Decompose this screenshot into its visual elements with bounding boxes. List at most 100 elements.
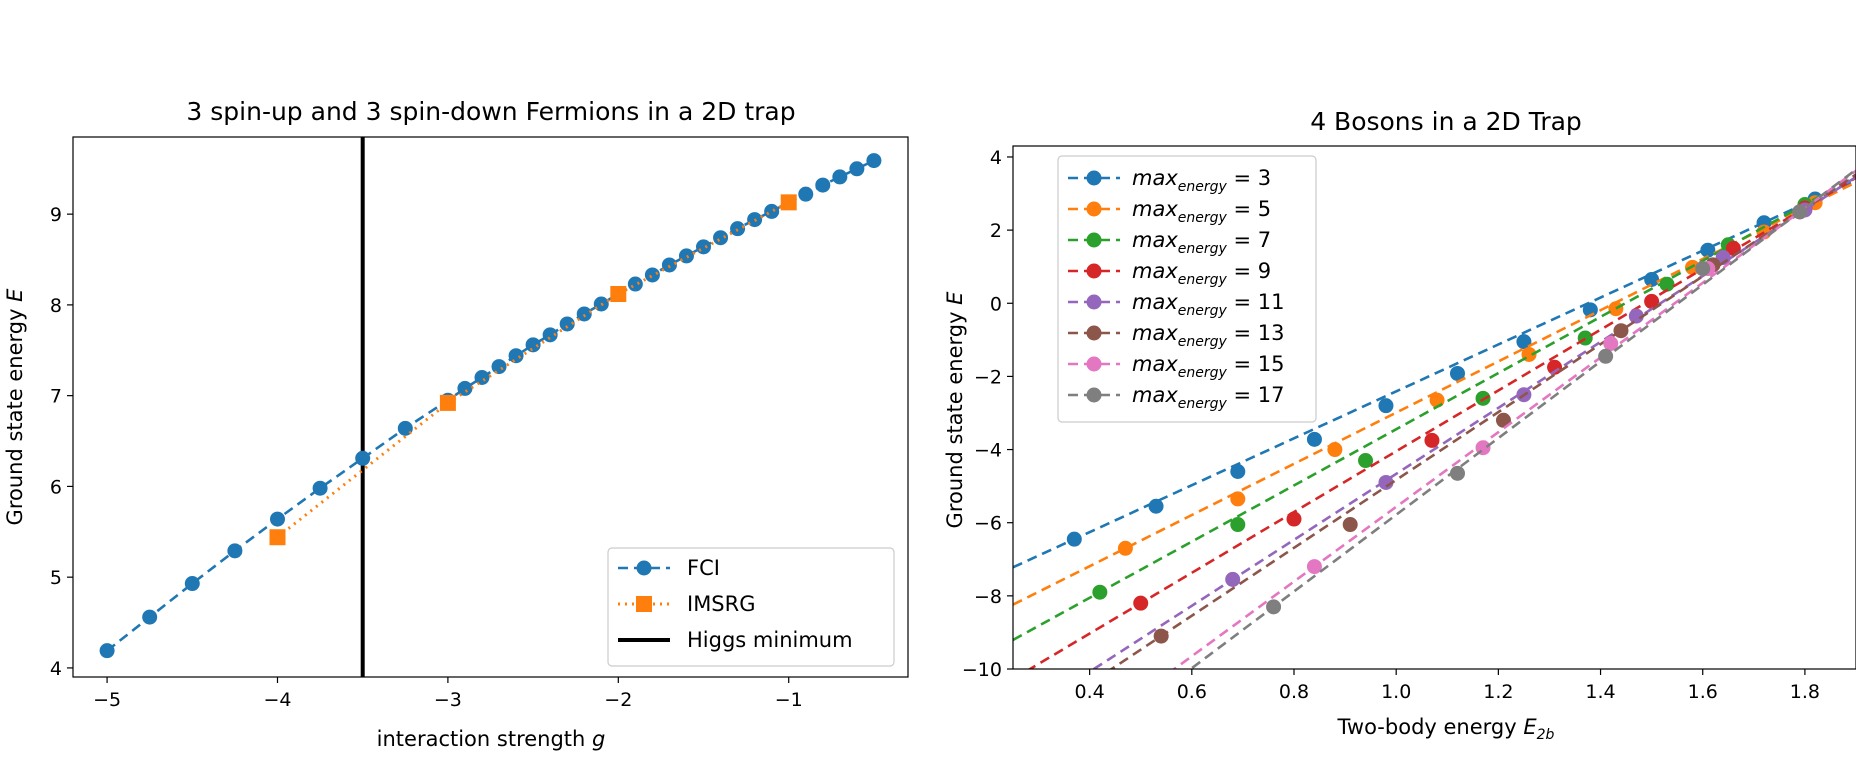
left-legend-label: IMSRG: [687, 592, 756, 616]
left-chart-title: 3 spin-up and 3 spin-down Fermions in a …: [186, 97, 795, 126]
right-x-tick-label: 1.6: [1688, 681, 1718, 703]
right-y-tick-label: −6: [974, 513, 1002, 535]
right-legend-marker: [1086, 325, 1102, 341]
series-point-max-energy-17: [1449, 465, 1465, 481]
series-point-max-energy-13: [1153, 628, 1169, 644]
left-x-tick-label: −2: [604, 689, 632, 711]
left-legend-frame: [607, 547, 895, 667]
right-y-tick-label: 0: [990, 293, 1002, 315]
fci-point: [355, 450, 371, 466]
right-legend-label: maxenergy = 9: [1132, 259, 1271, 288]
right-y-tick-label: −10: [962, 659, 1002, 681]
series-point-max-energy-3: [1449, 365, 1465, 381]
right-x-tick-label: 0.6: [1177, 681, 1207, 703]
right-y-axis-label: Ground state energy E: [943, 291, 967, 529]
imsrg-point: [269, 529, 286, 546]
right-y-tick-label: 2: [990, 220, 1002, 242]
right-legend-label: maxenergy = 13: [1132, 321, 1284, 350]
right-legend-frame: [1057, 155, 1317, 423]
left-x-tick-label: −4: [263, 689, 291, 711]
left-y-tick-label: 7: [50, 386, 62, 408]
series-point-max-energy-3: [1378, 398, 1394, 414]
imsrg-point: [780, 194, 797, 211]
series-line-max-energy-3: [1013, 179, 1856, 569]
series-point-max-energy-3: [1230, 464, 1246, 480]
series-line-max-energy-7: [1013, 175, 1856, 642]
fci-point: [559, 316, 575, 332]
right-x-tick-label: 1.8: [1790, 681, 1820, 703]
right-legend-marker: [1086, 232, 1102, 248]
fci-point: [764, 203, 780, 219]
left-legend-label: Higgs minimum: [687, 628, 853, 652]
right-legend-label: maxenergy = 15: [1132, 352, 1284, 381]
left-y-tick-label: 9: [50, 204, 62, 226]
series-point-max-energy-3: [1700, 242, 1716, 258]
series-point-max-energy-3: [1644, 271, 1660, 287]
series-point-max-energy-13: [1495, 412, 1511, 428]
right-y-tick-label: −4: [974, 440, 1002, 462]
series-line-max-energy-13: [1109, 173, 1856, 669]
series-point-max-energy-15: [1603, 335, 1619, 351]
fci-point: [644, 267, 660, 283]
fci-point: [627, 276, 643, 292]
right-legend-marker: [1086, 356, 1102, 372]
series-point-max-energy-9: [1133, 595, 1149, 611]
series-point-max-energy-13: [1342, 517, 1358, 533]
fci-point: [227, 543, 243, 559]
fci-point: [269, 511, 285, 527]
fci-point: [457, 380, 473, 396]
fci-point: [474, 370, 490, 386]
fci-point: [576, 306, 592, 322]
fci-point: [849, 161, 865, 177]
series-point-max-energy-9: [1286, 511, 1302, 527]
fermion-chart: 3 spin-up and 3 spin-down Fermions in a …: [3, 97, 909, 751]
right-legend-label: maxenergy = 7: [1132, 228, 1271, 257]
right-legend-label: maxenergy = 17: [1132, 383, 1284, 412]
series-point-max-energy-3: [1306, 431, 1322, 447]
imsrg-point: [439, 394, 456, 411]
series-point-max-energy-7: [1659, 276, 1675, 292]
fci-point: [696, 239, 712, 255]
right-legend-marker: [1086, 263, 1102, 279]
fci-point: [730, 221, 746, 237]
right-legend-marker: [1086, 201, 1102, 217]
fci-point: [99, 643, 115, 659]
fci-point: [142, 609, 158, 625]
left-legend-marker: [636, 560, 652, 576]
right-legend-marker: [1086, 294, 1102, 310]
left-y-tick-label: 5: [50, 567, 62, 589]
imsrg-point: [610, 286, 627, 303]
right-x-tick-label: 1.0: [1381, 681, 1411, 703]
right-plot-area: 0.4 0.6 0.8 1.0 1.2 1.4 1.6 1.8 −10 −8 −6 −4 −2 0 2 4 ma…: [962, 145, 1856, 703]
fci-point: [312, 480, 328, 496]
right-legend-label: maxenergy = 11: [1132, 290, 1284, 319]
fci-point: [866, 153, 882, 169]
left-legend-marker: [636, 596, 652, 612]
left-plot-frame: [72, 136, 909, 678]
right-x-tick-label: 0.8: [1279, 681, 1309, 703]
left-x-axis-label: interaction strength g: [377, 727, 606, 751]
right-x-tick-label: 1.2: [1483, 681, 1513, 703]
left-y-tick-label: 8: [50, 295, 62, 317]
series-point-max-energy-9: [1547, 359, 1563, 375]
series-point-max-energy-5: [1117, 540, 1133, 556]
series-point-max-energy-5: [1327, 442, 1343, 458]
left-plot-area: −5 −4 −3 −2 −1 4 5 6 7 8 9 FCI IMSRG Higgs minimum: [50, 136, 909, 711]
series-point-max-energy-17: [1598, 348, 1614, 364]
fci-point: [798, 186, 814, 202]
left-y-tick-label: 4: [50, 658, 62, 680]
right-x-axis-label: Two-body energy E2b: [1337, 715, 1555, 743]
series-point-max-energy-9: [1424, 432, 1440, 448]
right-y-tick-label: −2: [974, 366, 1002, 388]
series-point-max-energy-11: [1225, 571, 1241, 587]
left-y-tick-label: 6: [50, 476, 62, 498]
right-legend-marker: [1086, 387, 1102, 403]
fci-point: [713, 230, 729, 246]
left-x-tick-label: −3: [434, 689, 462, 711]
series-point-max-energy-9: [1644, 293, 1660, 309]
right-legend-label: maxenergy = 3: [1132, 166, 1271, 195]
fci-point: [491, 359, 507, 375]
series-point-max-energy-17: [1266, 599, 1282, 615]
series-point-max-energy-5: [1230, 491, 1246, 507]
fci-point: [832, 169, 848, 185]
